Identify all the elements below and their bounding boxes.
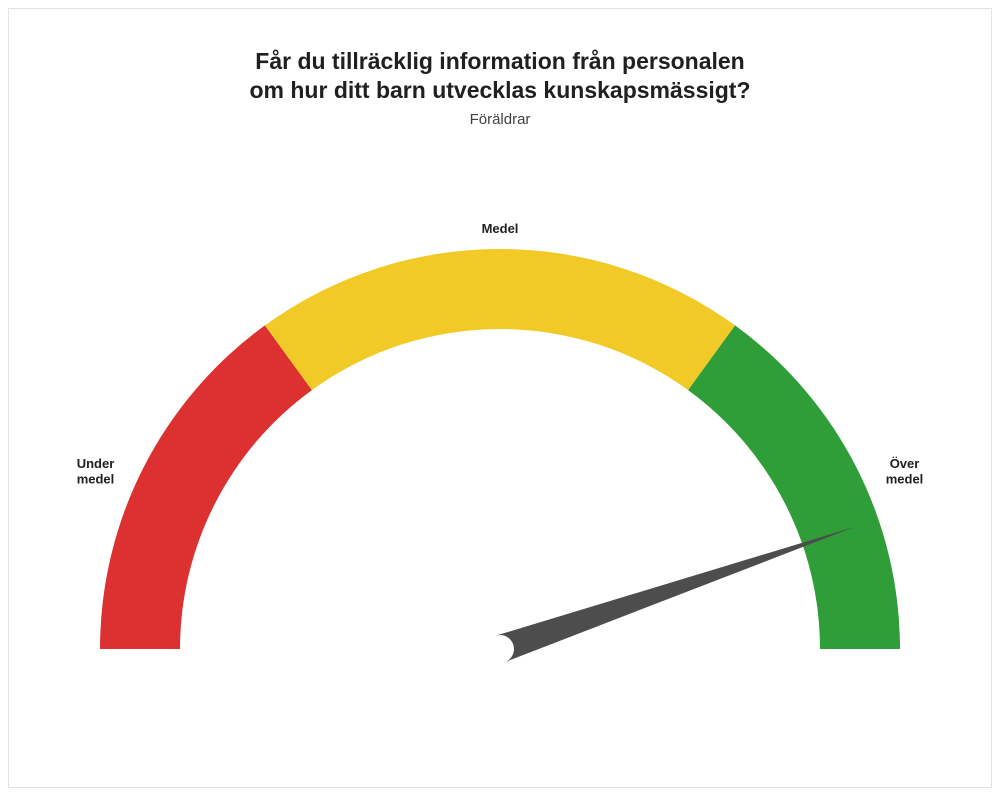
chart-frame: Får du tillräcklig information från pers… <box>8 8 992 788</box>
gauge-container: Undermedel Medel Övermedel <box>50 159 950 719</box>
chart-subtitle: Föräldrar <box>9 111 991 128</box>
gauge-segment-1 <box>265 249 735 390</box>
gauge-label-under-medel: Undermedel <box>77 456 115 487</box>
gauge-segment-0 <box>100 325 312 649</box>
gauge-label-over-medel: Övermedel <box>886 456 924 487</box>
title-line-2: om hur ditt barn utvecklas kunskapsmässi… <box>249 77 750 103</box>
chart-title: Får du tillräcklig information från pers… <box>9 47 991 105</box>
gauge-needle <box>495 527 854 662</box>
title-block: Får du tillräcklig information från pers… <box>9 47 991 128</box>
gauge-segment-2 <box>688 325 900 649</box>
gauge-chart: Undermedel Medel Övermedel <box>50 159 950 719</box>
title-line-1: Får du tillräcklig information från pers… <box>255 48 744 74</box>
gauge-label-medel: Medel <box>482 221 519 236</box>
